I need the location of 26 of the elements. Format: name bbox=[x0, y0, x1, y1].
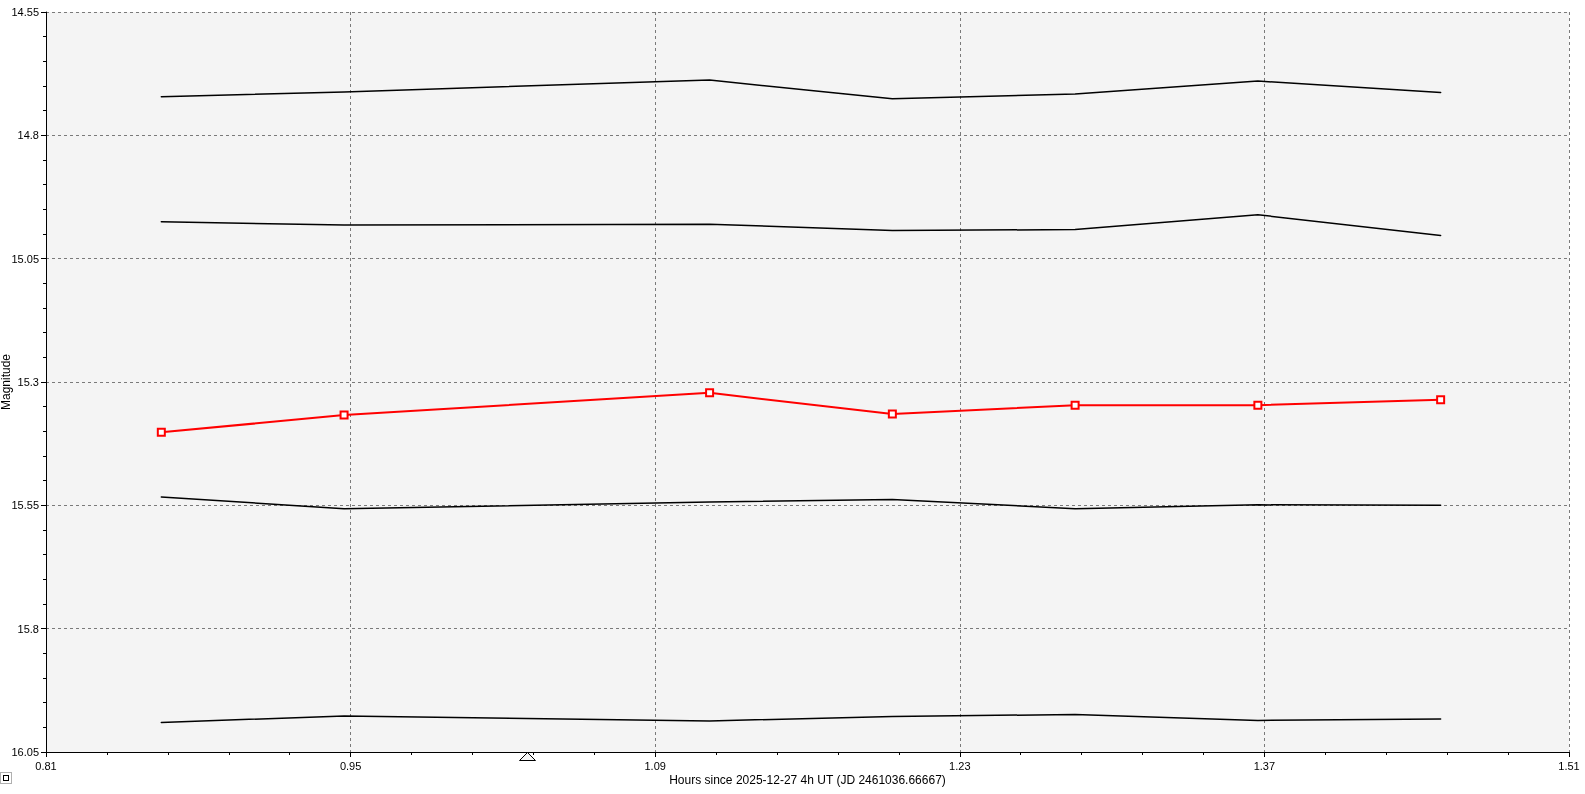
x-axis-title: Hours since 2025-12-27 4h UT (JD 2461036.66667) bbox=[669, 773, 946, 787]
line-series bbox=[160, 496, 1442, 510]
y-axis-title: Magnitude bbox=[0, 353, 13, 411]
y-tick-label: 14.8 bbox=[17, 129, 39, 142]
y-tick-label: 15.8 bbox=[17, 622, 39, 635]
x-tick-label: 1.37 bbox=[1253, 759, 1276, 772]
line-series bbox=[160, 214, 1442, 237]
point bbox=[1436, 395, 1446, 405]
point bbox=[339, 410, 349, 420]
point bbox=[887, 409, 897, 419]
x-tick-label: 0.95 bbox=[339, 759, 362, 772]
point bbox=[705, 388, 715, 398]
x-tick-label: 1.23 bbox=[949, 759, 971, 772]
line-series bbox=[160, 713, 1442, 724]
point bbox=[1253, 400, 1263, 410]
x-tick-label: 0.81 bbox=[35, 759, 57, 772]
y-tick-label: 16.05 bbox=[11, 746, 39, 758]
y-tick-label: 15.3 bbox=[17, 376, 39, 388]
y-tick-label: 15.05 bbox=[11, 252, 39, 265]
y-tick-label: 15.55 bbox=[11, 499, 39, 512]
point bbox=[1070, 400, 1080, 410]
point bbox=[156, 427, 166, 437]
x-tick-label: 1.51 bbox=[1558, 759, 1580, 772]
y-tick-label: 14.55 bbox=[11, 6, 39, 18]
x-tick-label: 1.09 bbox=[644, 759, 666, 772]
line-series bbox=[160, 79, 1442, 100]
